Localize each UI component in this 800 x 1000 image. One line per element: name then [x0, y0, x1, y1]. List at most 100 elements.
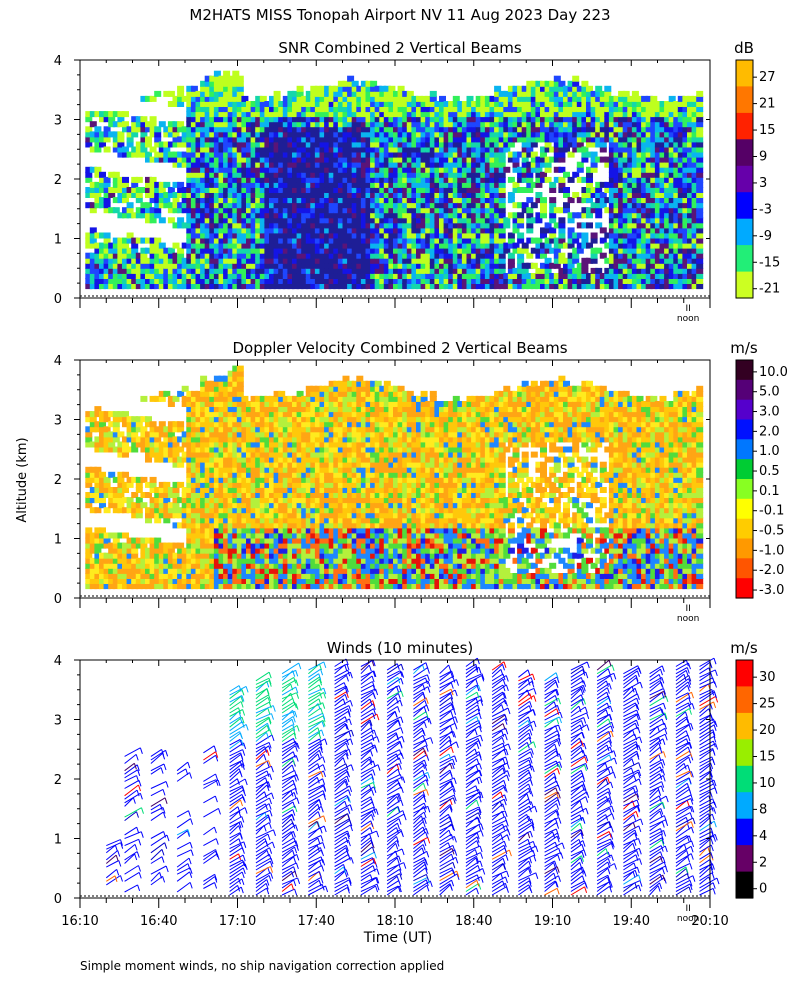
field-cell — [677, 212, 685, 219]
field-cell — [241, 252, 249, 259]
field-cell — [264, 106, 272, 113]
field-cell — [613, 197, 621, 204]
field-cell — [356, 141, 364, 148]
field-cell — [310, 136, 318, 143]
field-cell — [654, 151, 662, 158]
field-cell — [89, 573, 97, 579]
field-cell — [259, 126, 267, 133]
field-cell — [204, 121, 212, 128]
field-cell — [650, 131, 658, 138]
field-cell — [475, 131, 483, 138]
field-cell — [305, 95, 313, 102]
field-cell — [654, 187, 662, 193]
field-cell — [457, 247, 465, 254]
field-cell — [103, 411, 111, 418]
field-cell — [498, 257, 506, 264]
field-cell — [425, 202, 433, 209]
field-cell — [347, 106, 355, 113]
field-cell — [383, 262, 391, 269]
field-cell — [140, 202, 148, 209]
field-cell — [618, 247, 626, 254]
field-cell — [200, 202, 208, 209]
field-cell — [89, 121, 97, 128]
field-cell — [650, 262, 658, 269]
field-cell — [360, 176, 368, 183]
field-cell — [439, 126, 446, 133]
field-cell — [186, 141, 194, 148]
field-cell — [246, 257, 253, 264]
field-cell — [117, 562, 125, 569]
field-cell — [434, 146, 442, 153]
field-cell — [218, 106, 226, 113]
field-cell — [328, 161, 336, 168]
field-cell — [631, 232, 639, 239]
field-cell — [581, 156, 589, 163]
colorbar-swatch — [736, 245, 753, 273]
field-cell — [269, 232, 276, 239]
field-cell — [484, 252, 492, 259]
field-cell — [618, 242, 626, 249]
field-cell — [333, 273, 341, 279]
field-cell — [443, 156, 451, 163]
field-cell — [475, 283, 483, 290]
field-cell — [627, 171, 635, 178]
field-cell — [393, 267, 400, 274]
field-cell — [507, 121, 515, 128]
field-cell — [85, 192, 93, 198]
field-cell — [126, 262, 134, 269]
field-cell — [452, 232, 460, 239]
field-cell — [535, 176, 543, 183]
field-cell — [204, 141, 212, 148]
field-cell — [553, 80, 561, 87]
field-cell — [613, 151, 621, 158]
field-cell — [273, 156, 281, 163]
field-cell — [677, 136, 685, 143]
field-cell — [567, 106, 575, 113]
field-cell — [292, 187, 299, 193]
field-cell — [94, 487, 102, 493]
field-cell — [365, 242, 373, 249]
field-cell — [94, 247, 102, 254]
field-cell — [250, 131, 258, 138]
field-cell — [296, 257, 304, 264]
field-cell — [673, 141, 681, 148]
field-cell — [218, 101, 226, 107]
field-cell — [452, 171, 460, 178]
field-cell — [117, 578, 125, 584]
field-cell — [305, 278, 313, 284]
field-cell — [296, 131, 304, 138]
field-cell — [145, 141, 152, 148]
field-cell — [227, 176, 235, 183]
field-cell — [94, 242, 102, 249]
field-cell — [636, 237, 644, 244]
field-cell — [236, 101, 244, 107]
field-cell — [99, 171, 106, 178]
field-cell — [402, 116, 410, 123]
field-cell — [112, 537, 120, 544]
field-cell — [213, 116, 221, 123]
field-cell — [282, 283, 290, 290]
field-cell — [654, 192, 662, 198]
field-cell — [507, 151, 515, 158]
field-cell — [521, 131, 529, 138]
field-cell — [356, 283, 364, 290]
field-cell — [489, 283, 497, 290]
field-cell — [687, 252, 694, 259]
field-cell — [503, 116, 511, 123]
field-cell — [664, 217, 672, 224]
field-cell — [85, 492, 93, 498]
field-cell — [461, 176, 469, 183]
field-cell — [209, 106, 217, 113]
field-cell — [466, 121, 474, 128]
field-cell — [310, 106, 318, 113]
field-cell — [264, 121, 272, 128]
field-cell — [439, 227, 446, 234]
field-cell — [236, 116, 244, 123]
field-cell — [521, 146, 529, 153]
field-cell — [236, 131, 244, 138]
field-cell — [402, 181, 410, 188]
field-cell — [576, 176, 584, 183]
field-cell — [356, 192, 364, 198]
field-cell — [85, 116, 93, 123]
